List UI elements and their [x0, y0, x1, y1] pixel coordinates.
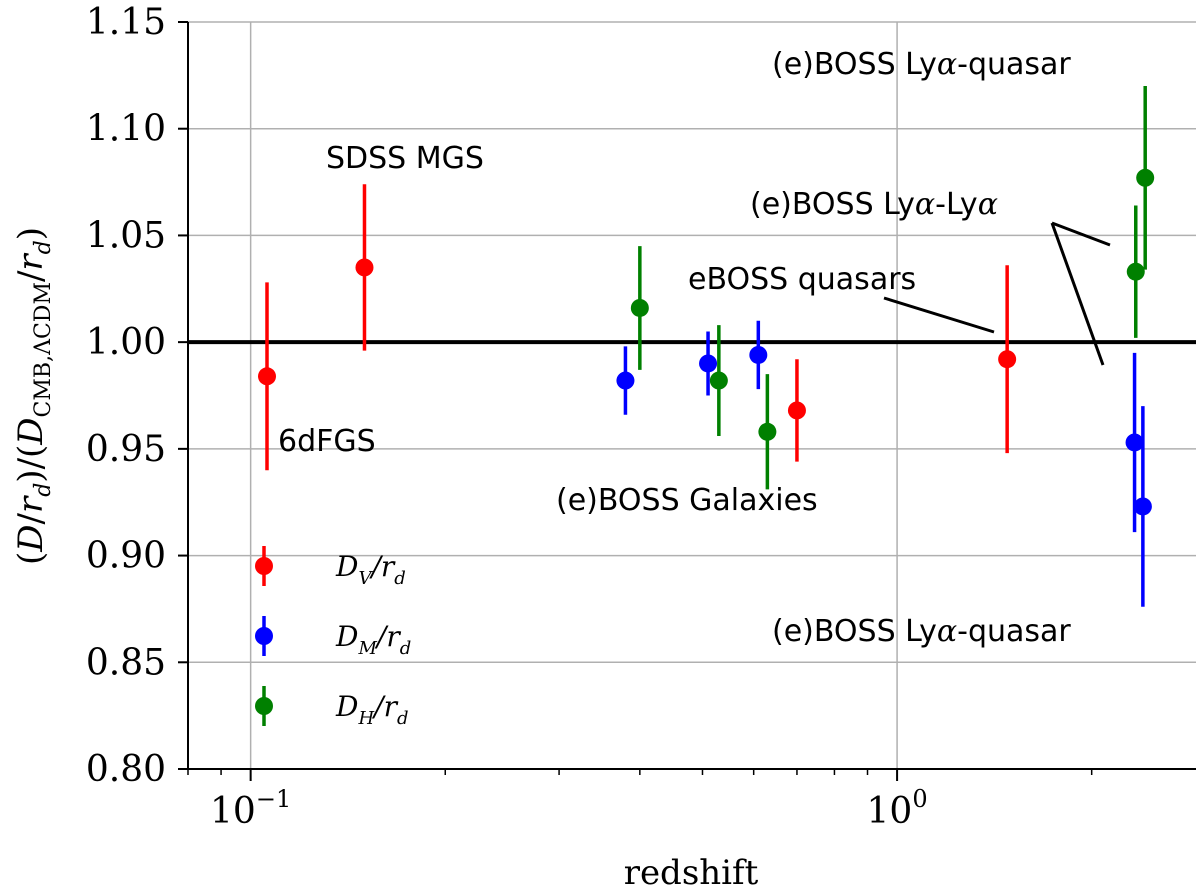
legend-label-v: DV/rd	[335, 550, 406, 589]
data-marks	[258, 86, 1155, 607]
data-point-v-0	[258, 367, 277, 386]
data-point-m-0	[616, 371, 635, 390]
data-point-h-1	[709, 371, 728, 390]
annotation-lya-lya: (e)BOSS Lyα-Lyα	[750, 187, 998, 222]
x-tick-label: 100	[867, 785, 928, 832]
data-point-v-3	[998, 350, 1017, 369]
x-axis-label: redshift	[624, 853, 759, 892]
annotation-boss-galaxies: (e)BOSS Galaxies	[556, 483, 818, 518]
annotation-arrows	[883, 221, 1111, 366]
y-axis-label: (D/rd)/(DCMB,ΛCDM/rd)	[11, 227, 56, 565]
data-point-m-2	[749, 345, 768, 364]
data-point-v-1	[355, 258, 374, 277]
y-tick-label: 1.05	[86, 215, 166, 256]
data-point-m-3	[1125, 433, 1144, 452]
y-tick-label: 0.90	[86, 536, 166, 577]
legend-marker-m	[255, 627, 273, 645]
y-tick-label: 0.85	[86, 642, 166, 683]
x-tick-label: 10−1	[210, 785, 291, 832]
data-point-h-4	[1136, 168, 1155, 187]
arrow-eboss-quasars	[883, 296, 995, 334]
arrow-lya-lya-blue	[1050, 222, 1105, 366]
axes: 0.80 0.85 0.90 0.95 1.00 1.05 1.10 1.15 10−1 100	[86, 2, 1196, 832]
annotation-sdss-mgs: SDSS MGS	[326, 141, 484, 176]
data-point-h-3	[1126, 262, 1145, 281]
annotation-6dfgs: 6dFGS	[278, 424, 376, 459]
y-tick-label: 1.15	[86, 2, 166, 43]
legend: DV/rd DM/rd DH/rd	[255, 546, 411, 729]
annotation-lya-quasar-bottom: (e)BOSS Lyα-quasar	[772, 614, 1071, 649]
data-point-v-2	[787, 401, 806, 420]
arrow-lya-lya-green	[1051, 221, 1111, 247]
grid-lines	[188, 21, 1196, 770]
y-tick-label: 1.00	[86, 322, 166, 363]
data-point-h-0	[630, 298, 649, 317]
data-point-m-1	[699, 354, 718, 373]
legend-label-m: DM/rd	[335, 620, 411, 659]
legend-marker-v	[255, 557, 273, 575]
annotation-lya-quasar-top: (e)BOSS Lyα-quasar	[772, 47, 1071, 82]
data-point-h-2	[758, 422, 777, 441]
legend-marker-h	[255, 697, 273, 715]
y-tick-label: 1.10	[86, 109, 166, 150]
y-tick-label: 0.95	[86, 429, 166, 470]
y-tick-label: 0.80	[86, 749, 166, 790]
legend-label-h: DH/rd	[335, 690, 409, 729]
annotation-eboss-quasars: eBOSS quasars	[688, 262, 916, 297]
data-point-m-4	[1133, 497, 1152, 516]
